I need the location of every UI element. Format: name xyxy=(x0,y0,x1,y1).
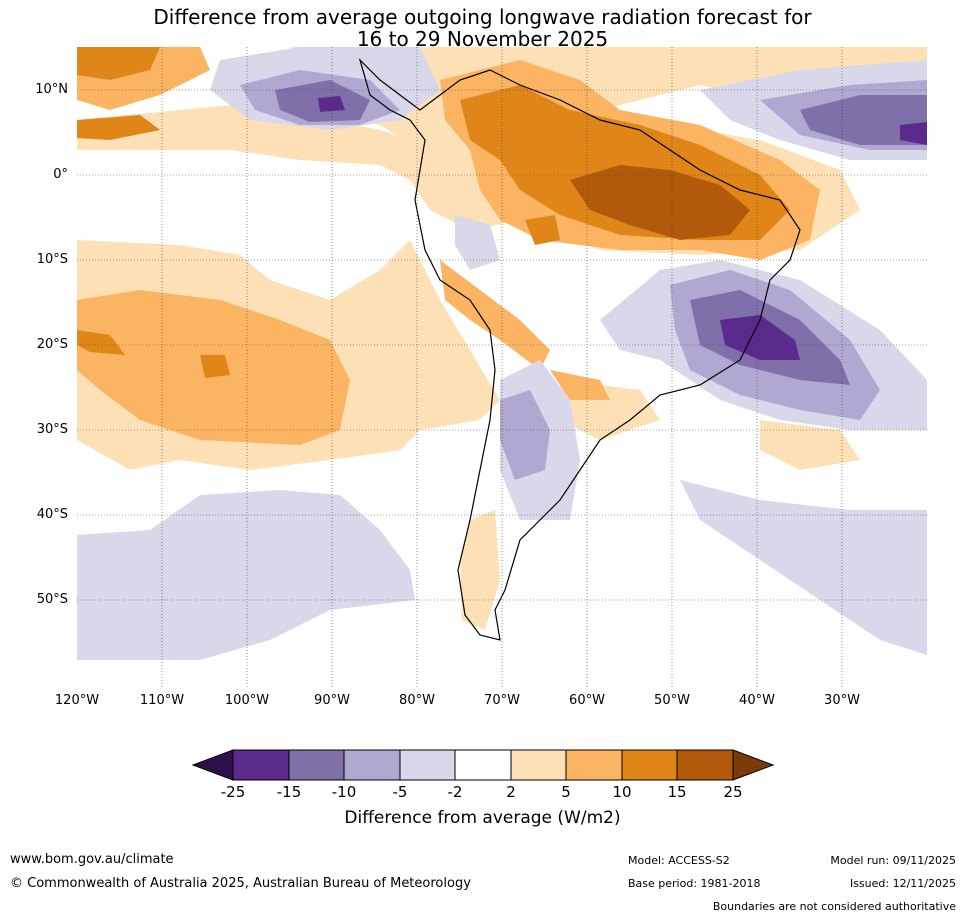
website-link[interactable]: www.bom.gov.au/climate xyxy=(10,852,174,867)
anomaly-area xyxy=(200,355,230,378)
colorbar-max-arrow xyxy=(732,749,775,781)
latitude-label: 10°N xyxy=(35,82,68,97)
longitude-label: 90°W xyxy=(314,693,350,708)
colorbar-tick-label: 25 xyxy=(723,783,743,801)
map-title-line-2: 16 to 29 November 2025 xyxy=(356,27,609,51)
anomaly-area xyxy=(720,315,800,360)
longitude-label: 30°W xyxy=(824,693,860,708)
latitude-label: 20°S xyxy=(36,337,68,352)
anomaly-area xyxy=(550,370,610,400)
colorbar-swatch xyxy=(399,749,456,781)
model-name: Model: ACCESS-S2 xyxy=(628,854,730,867)
anomaly-area xyxy=(318,96,345,112)
colorbar-tick-label: -25 xyxy=(220,783,246,801)
colorbar-swatch xyxy=(510,749,567,781)
longitude-label: 60°W xyxy=(569,693,605,708)
anomaly-area xyxy=(77,115,160,140)
anomaly-area xyxy=(77,47,160,80)
colorbar-tick-label: -10 xyxy=(331,783,357,801)
colorbar-tick-label: 5 xyxy=(561,783,571,801)
colorbar-tick-label: 15 xyxy=(667,783,687,801)
colorbar-tick-label: 2 xyxy=(506,783,516,801)
latitude-label: 10°S xyxy=(36,252,68,267)
colorbar-swatch xyxy=(343,749,401,781)
model-run-date: Model run: 09/11/2025 xyxy=(830,854,956,867)
anomaly-area xyxy=(77,490,415,660)
anomaly-area xyxy=(500,390,550,480)
base-period: Base period: 1981-2018 xyxy=(628,877,761,890)
longitude-label: 80°W xyxy=(399,693,435,708)
anomaly-area xyxy=(455,215,500,270)
colorbar-swatch xyxy=(676,749,734,781)
anomaly-area xyxy=(680,480,927,655)
colorbar-tick-label: -5 xyxy=(392,783,408,801)
anomaly-area xyxy=(800,95,927,145)
colorbar-tick-label: -15 xyxy=(276,783,302,801)
coastline xyxy=(358,57,801,641)
anomaly-area xyxy=(900,122,927,145)
colorbar-swatch xyxy=(454,749,512,781)
latitude-label: 50°S xyxy=(36,592,68,607)
anomaly-area xyxy=(760,420,860,470)
colorbar-swatch xyxy=(565,749,623,781)
colorbar-min-arrow xyxy=(191,749,234,781)
colorbar-swatch xyxy=(232,749,290,781)
copyright-notice: © Commonwealth of Australia 2025, Austra… xyxy=(10,876,471,891)
colorbar-swatch xyxy=(621,749,678,781)
issued-date: Issued: 12/11/2025 xyxy=(849,877,956,890)
longitude-label: 100°W xyxy=(224,693,270,708)
graticule xyxy=(77,47,927,687)
latitude-label: 40°S xyxy=(36,507,68,522)
longitude-label: 70°W xyxy=(484,693,520,708)
map-title-line-1: Difference from average outgoing longwav… xyxy=(153,5,812,29)
colorbar-tick-label: -2 xyxy=(447,783,463,801)
anomaly-area xyxy=(77,330,125,355)
anomaly-field xyxy=(77,47,927,687)
longitude-label: 110°W xyxy=(139,693,185,708)
longitude-label: 40°W xyxy=(739,693,775,708)
anomaly-area xyxy=(440,260,550,370)
colorbar-label: Difference from average (W/m2) xyxy=(344,808,621,828)
anomaly-area xyxy=(525,215,560,245)
longitude-label: 50°W xyxy=(654,693,690,708)
latitude-label: 0° xyxy=(53,167,68,182)
latitude-label: 30°S xyxy=(36,422,68,437)
anomaly-area xyxy=(570,165,750,240)
colorbar-swatch xyxy=(288,749,345,781)
boundaries-disclaimer: Boundaries are not considered authoritat… xyxy=(712,900,956,913)
longitude-label: 120°W xyxy=(54,693,100,708)
colorbar-tick-label: 10 xyxy=(612,783,632,801)
